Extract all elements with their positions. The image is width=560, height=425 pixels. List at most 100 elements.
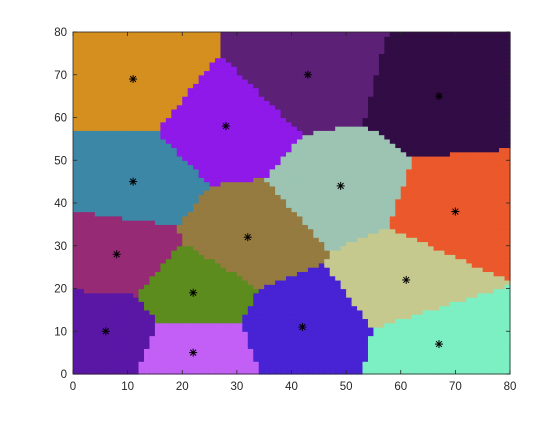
- region-cell-2: [341, 88, 347, 93]
- region-cell-1: [292, 130, 298, 135]
- region-cell-0: [133, 96, 139, 101]
- region-cell-5: [346, 135, 352, 140]
- region-cell-7: [73, 216, 79, 221]
- region-cell-12: [341, 327, 347, 332]
- region-cell-12: [259, 327, 265, 332]
- region-cell-10: [144, 293, 150, 298]
- region-cell-1: [220, 135, 226, 140]
- region-cell-12: [346, 318, 352, 323]
- region-cell-4: [133, 135, 139, 140]
- region-cell-4: [95, 177, 101, 182]
- region-cell-1: [188, 109, 194, 114]
- region-cell-2: [248, 66, 254, 71]
- region-cell-11: [106, 357, 112, 362]
- region-cell-1: [248, 83, 254, 88]
- region-cell-0: [78, 88, 84, 93]
- region-cell-13: [204, 327, 210, 332]
- region-cell-7: [133, 267, 139, 272]
- region-cell-5: [302, 199, 308, 204]
- region-cell-2: [368, 70, 374, 75]
- region-cell-2: [357, 58, 363, 63]
- region-cell-13: [177, 331, 183, 336]
- region-cell-1: [193, 105, 199, 110]
- region-cell-10: [220, 284, 226, 289]
- region-cell-2: [335, 79, 341, 84]
- region-cell-0: [89, 109, 95, 114]
- region-cell-12: [302, 318, 308, 323]
- region-cell-7: [89, 263, 95, 268]
- region-cell-11: [117, 327, 123, 332]
- region-cell-11: [117, 318, 123, 323]
- region-cell-0: [78, 126, 84, 131]
- region-cell-1: [182, 130, 188, 135]
- region-cell-9: [406, 297, 412, 302]
- region-cell-0: [100, 79, 106, 84]
- region-cell-11: [133, 344, 139, 349]
- region-cell-0: [182, 53, 188, 58]
- region-cell-7: [117, 284, 123, 289]
- region-cell-1: [270, 147, 276, 152]
- region-cell-0: [133, 53, 139, 58]
- region-cell-1: [210, 126, 216, 131]
- region-cell-10: [210, 314, 216, 319]
- region-cell-5: [330, 165, 336, 170]
- region-cell-12: [363, 336, 369, 341]
- region-cell-3: [368, 122, 374, 127]
- region-cell-11: [122, 297, 128, 302]
- region-cell-7: [95, 229, 101, 234]
- region-cell-2: [352, 62, 358, 67]
- region-cell-12: [330, 327, 336, 332]
- region-cell-12: [281, 327, 287, 332]
- region-cell-2: [270, 49, 276, 54]
- region-cell-4: [100, 203, 106, 208]
- region-cell-9: [368, 259, 374, 264]
- region-cell-7: [111, 284, 117, 289]
- region-cell-1: [259, 165, 265, 170]
- region-cell-11: [133, 336, 139, 341]
- region-cell-0: [149, 109, 155, 114]
- region-cell-10: [182, 254, 188, 259]
- region-cell-8: [286, 229, 292, 234]
- region-cell-10: [215, 297, 221, 302]
- region-cell-7: [89, 241, 95, 246]
- region-cell-12: [253, 297, 259, 302]
- region-cell-13: [248, 365, 254, 370]
- region-cell-5: [384, 169, 390, 174]
- region-cell-9: [335, 276, 341, 281]
- region-cell-1: [231, 177, 237, 182]
- region-cell-2: [237, 49, 243, 54]
- region-cell-13: [204, 365, 210, 370]
- region-cell-13: [182, 336, 188, 341]
- region-cell-11: [95, 340, 101, 345]
- region-cell-12: [253, 293, 259, 298]
- region-cell-1: [231, 160, 237, 165]
- region-cell-5: [330, 212, 336, 217]
- region-cell-12: [286, 280, 292, 285]
- region-cell-1: [188, 143, 194, 148]
- region-cell-3: [390, 58, 396, 63]
- region-cell-4: [128, 135, 134, 140]
- region-cell-8: [281, 254, 287, 259]
- region-cell-2: [297, 105, 303, 110]
- region-cell-5: [395, 160, 401, 165]
- region-cell-12: [286, 365, 292, 370]
- region-cell-10: [231, 289, 237, 294]
- region-cell-0: [73, 83, 79, 88]
- region-cell-4: [160, 190, 166, 195]
- region-cell-2: [363, 53, 369, 58]
- region-cell-11: [128, 336, 134, 341]
- region-cell-6: [401, 186, 407, 191]
- region-cell-11: [122, 348, 128, 353]
- region-cell-7: [133, 246, 139, 251]
- region-cell-2: [226, 36, 232, 41]
- region-cell-12: [286, 306, 292, 311]
- region-cell-4: [177, 182, 183, 187]
- region-cell-2: [363, 66, 369, 71]
- region-cell-1: [182, 156, 188, 161]
- region-cell-13: [231, 323, 237, 328]
- region-cell-11: [117, 357, 123, 362]
- region-cell-8: [210, 216, 216, 221]
- region-cell-5: [275, 165, 281, 170]
- region-cell-2: [346, 49, 352, 54]
